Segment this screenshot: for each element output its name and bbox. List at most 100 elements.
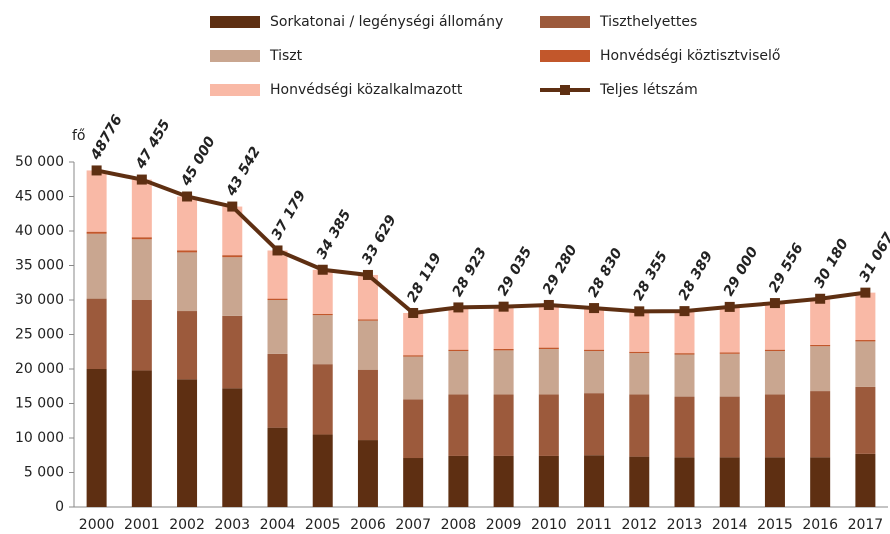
bar-segment	[267, 298, 288, 300]
legend-swatch	[210, 50, 260, 62]
bar-segment	[177, 252, 198, 312]
bar-segment	[267, 250, 288, 299]
total-marker	[91, 165, 102, 176]
y-tick-label: 5 000	[24, 465, 64, 481]
x-tick-label: 2014	[712, 517, 748, 533]
bar-segment	[719, 396, 740, 458]
total-marker	[634, 306, 645, 317]
bar-segment	[493, 348, 514, 351]
total-label: 29 035	[495, 244, 536, 299]
x-tick-label: 2000	[79, 517, 115, 533]
y-tick-label: 50 000	[15, 154, 64, 170]
bar-segment	[674, 457, 695, 507]
bar-segment	[584, 455, 605, 507]
total-marker	[589, 303, 600, 314]
bar-segment	[764, 349, 785, 352]
x-tick-label: 2008	[441, 517, 477, 533]
bar-segment	[810, 391, 831, 458]
y-axis-label: fő	[72, 128, 86, 144]
y-tick-label: 0	[55, 499, 64, 515]
bar-segment	[538, 347, 559, 349]
bar-segment	[177, 250, 198, 253]
bar-segment	[493, 306, 514, 349]
y-tick-label: 10 000	[15, 430, 64, 446]
bar-segment	[538, 304, 559, 348]
total-marker	[543, 299, 554, 310]
total-label: 45 000	[178, 134, 219, 189]
x-tick-label: 2003	[214, 517, 250, 533]
legend-label: Honvédségi köztisztviselő	[600, 48, 780, 64]
total-label: 37 179	[269, 188, 310, 243]
bar-segment	[448, 351, 469, 395]
total-line	[96, 168, 866, 316]
y-tick-label: 20 000	[15, 361, 64, 377]
y-tick-label: 25 000	[15, 327, 64, 343]
bar-segment	[86, 369, 107, 507]
bar-segment	[448, 455, 469, 507]
total-marker	[182, 191, 193, 202]
total-label: 28 119	[404, 250, 445, 305]
bar-segment	[357, 320, 378, 370]
total-label: 33 629	[359, 212, 400, 267]
bar-segment	[177, 196, 198, 251]
total-marker	[317, 264, 328, 275]
bar-segment	[810, 298, 831, 345]
bar-segment	[674, 354, 695, 397]
bar-segment	[312, 315, 333, 365]
y-tick-label: 30 000	[15, 292, 64, 308]
bar-segment	[448, 307, 469, 350]
bar-segment	[312, 434, 333, 507]
x-tick-label: 2017	[848, 517, 884, 533]
x-tick-label: 2005	[305, 517, 341, 533]
bar-segment	[629, 353, 650, 395]
total-label: 48776	[87, 112, 126, 163]
bar-segment	[674, 353, 695, 355]
bar-segment	[674, 396, 695, 458]
bar-segment	[403, 356, 424, 400]
bar-segment	[403, 458, 424, 507]
total-label: 28 389	[676, 248, 717, 303]
bar-segment	[674, 311, 695, 354]
bar-segment	[131, 237, 152, 240]
bar-segment	[86, 233, 107, 299]
x-tick-label: 2015	[757, 517, 793, 533]
bar-segment	[131, 370, 152, 507]
bar-segment	[86, 170, 107, 232]
total-label: 28 355	[630, 249, 671, 304]
legend-label: Tiszt	[269, 48, 303, 64]
bar-segment	[810, 346, 831, 392]
bar-segment	[810, 457, 831, 507]
bar-segment	[855, 340, 876, 342]
bar-segment	[493, 350, 514, 395]
x-tick-label: 2004	[260, 517, 296, 533]
x-tick-label: 2011	[576, 517, 612, 533]
legend-label: Tiszthelyettes	[599, 14, 697, 30]
bar-segment	[312, 269, 333, 314]
bar-segment	[584, 308, 605, 350]
x-tick-label: 2016	[802, 517, 838, 533]
total-label: 29 556	[766, 240, 807, 295]
bar-segment	[764, 351, 785, 395]
y-tick-label: 15 000	[15, 396, 64, 412]
total-marker	[362, 269, 373, 280]
total-label: 28 923	[449, 245, 490, 299]
total-marker	[453, 302, 464, 313]
y-tick-label: 45 000	[15, 189, 64, 205]
legend-swatch	[540, 16, 590, 28]
x-tick-label: 2010	[531, 517, 567, 533]
total-label: 29 000	[721, 244, 762, 299]
total-marker	[227, 201, 238, 212]
bar-segment	[357, 440, 378, 507]
x-tick-label: 2006	[350, 517, 386, 533]
bar-segment	[764, 394, 785, 458]
bar-segment	[538, 455, 559, 507]
bar-segment	[357, 369, 378, 441]
bar-segment	[629, 311, 650, 352]
bar-segment	[131, 300, 152, 371]
bar-segment	[357, 274, 378, 320]
bar-segment	[855, 292, 876, 341]
y-tick-label: 40 000	[15, 223, 64, 239]
bar-segment	[855, 386, 876, 454]
bar-segment	[86, 231, 107, 234]
